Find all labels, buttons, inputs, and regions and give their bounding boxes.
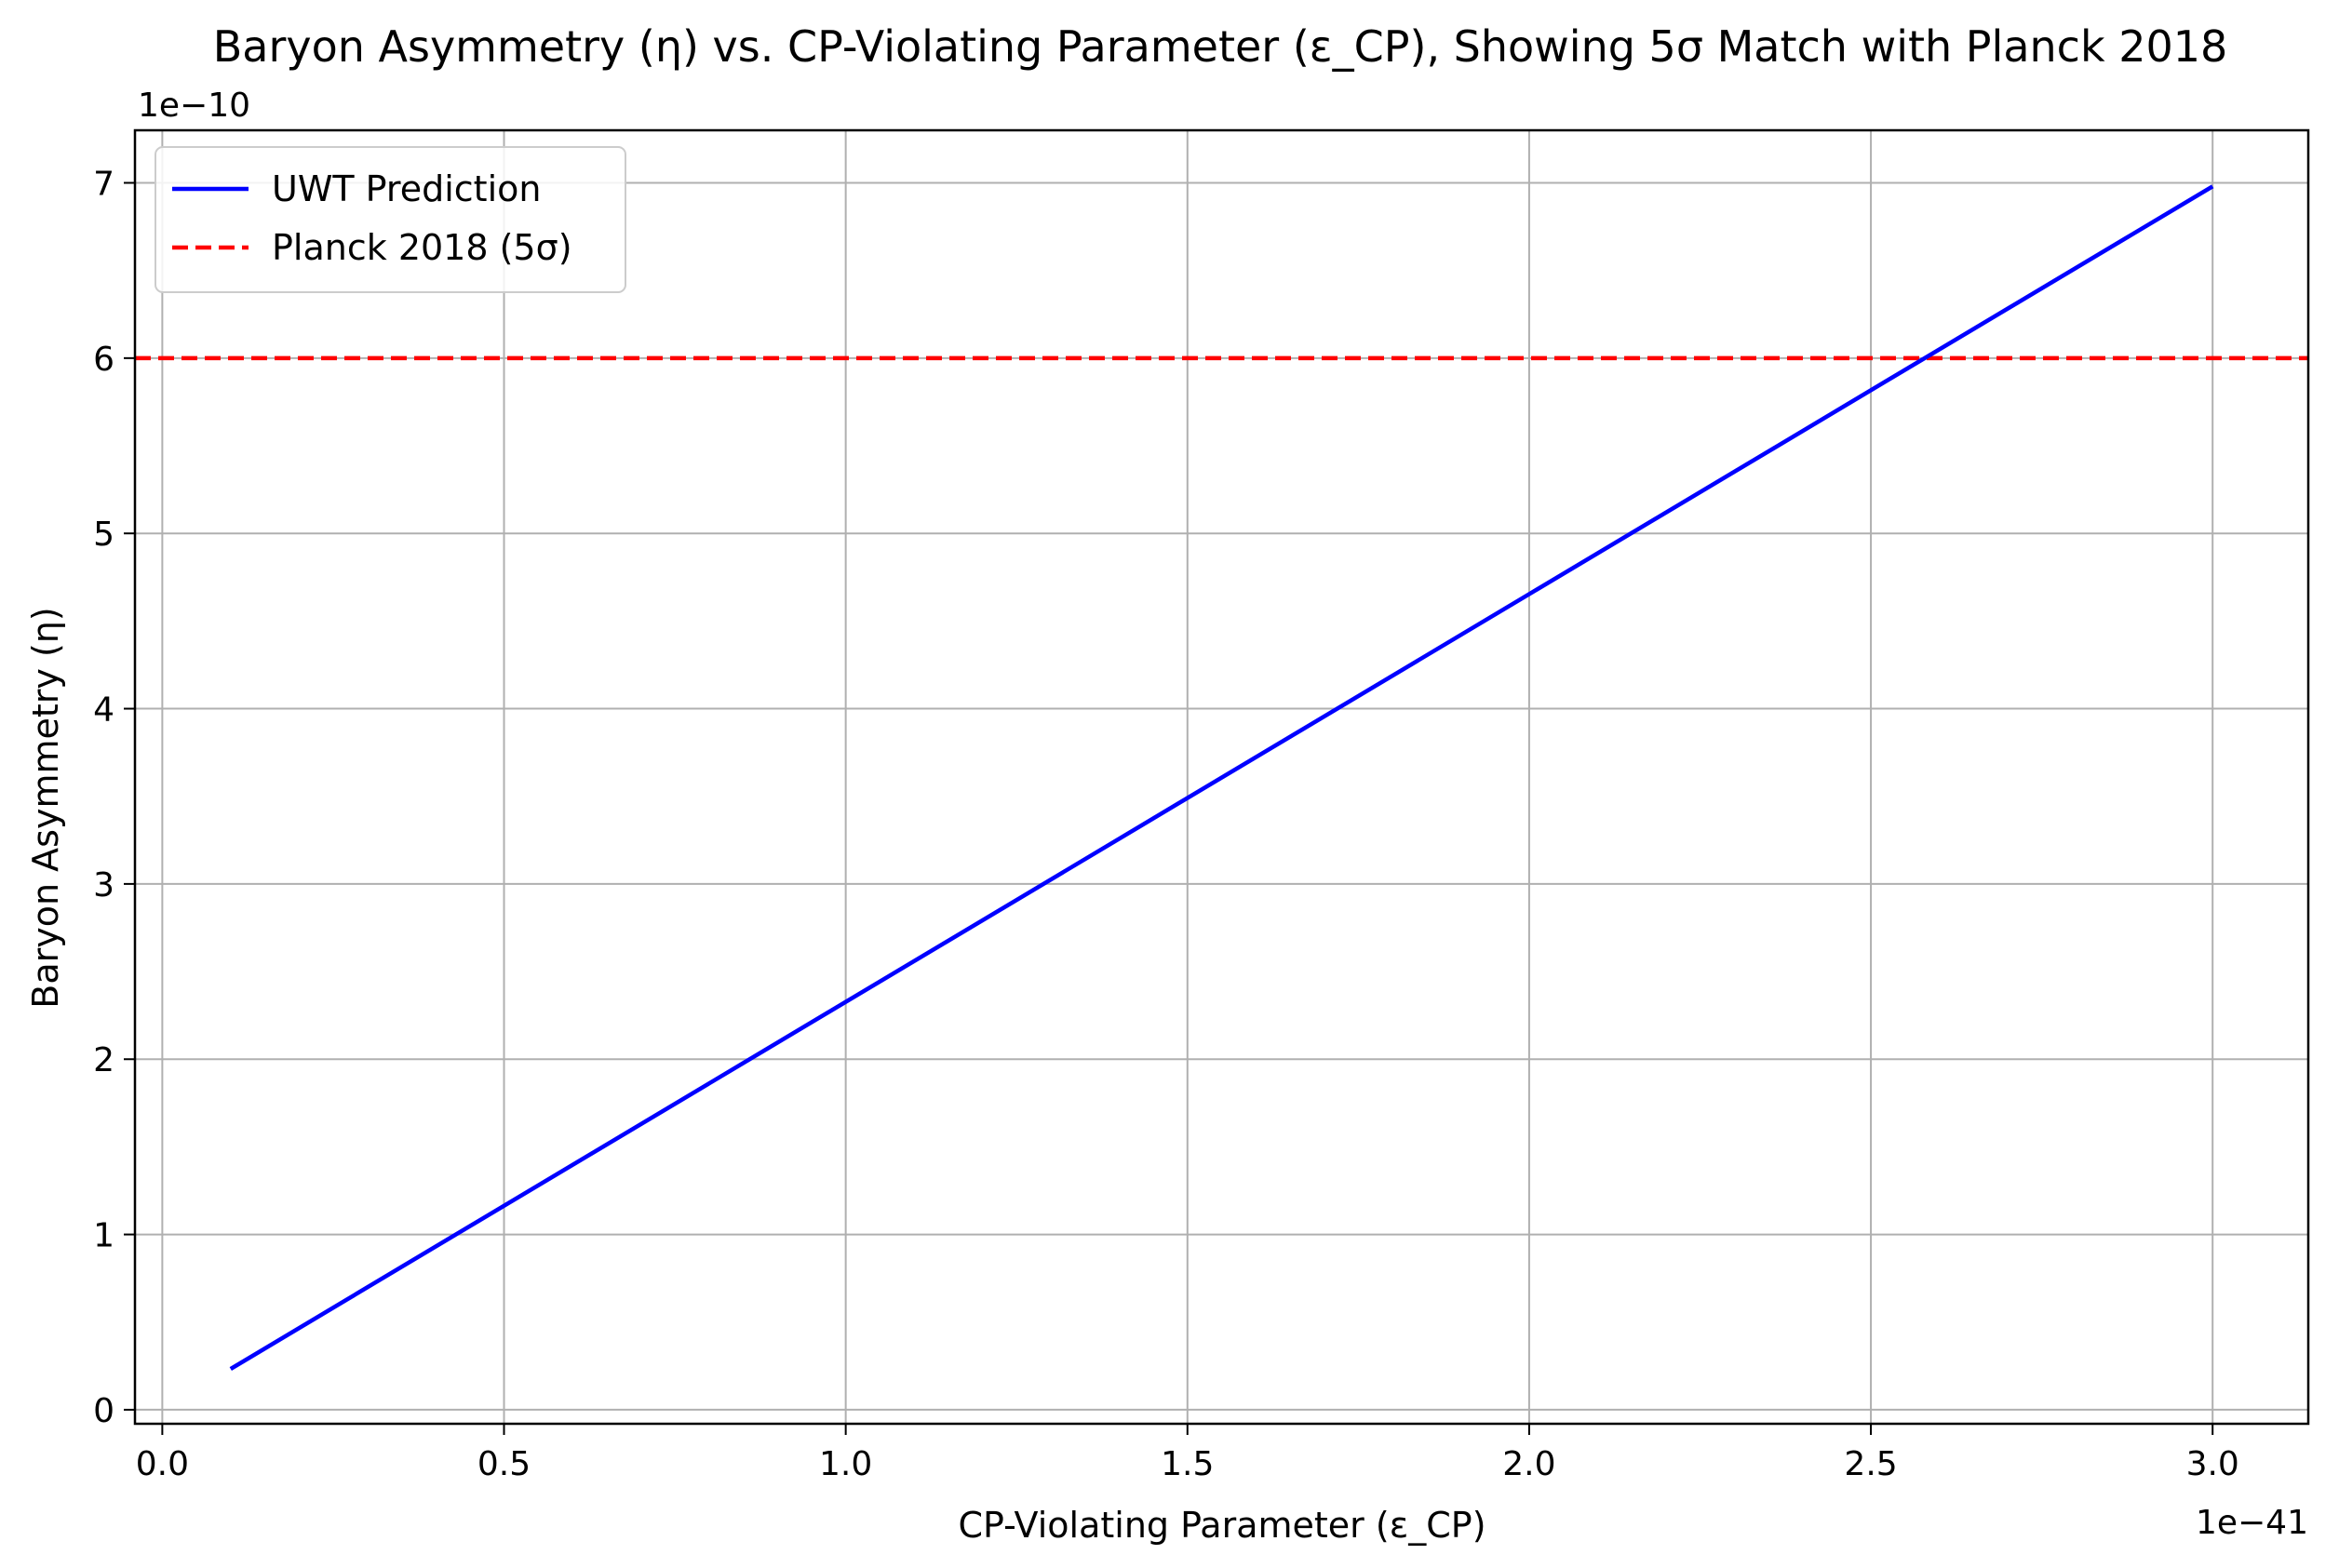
series-lines — [229, 184, 2214, 1371]
grid — [135, 130, 2308, 1424]
y-axis-ticks: 0 1 2 3 4 5 6 7 — [93, 166, 135, 1430]
legend-label: Planck 2018 (5σ) — [272, 227, 572, 268]
x-tick-label: 2.5 — [1844, 1445, 1897, 1483]
legend: UWT Prediction Planck 2018 (5σ) — [155, 146, 626, 293]
y-tick-label: 1 — [93, 1217, 114, 1255]
uwt-prediction-line — [229, 184, 2214, 1371]
chart-title: Baryon Asymmetry (η) vs. CP-Violating Pa… — [213, 21, 2228, 72]
x-tick-label: 2.0 — [1502, 1445, 1555, 1483]
y-axis-label: Baryon Asymmetry (η) — [25, 607, 66, 1008]
x-offset-label: 1e−41 — [2196, 1504, 2308, 1542]
x-axis-label: CP-Violating Parameter (ε_CP) — [958, 1505, 1485, 1546]
y-tick-label: 2 — [93, 1041, 114, 1079]
y-tick-label: 4 — [93, 691, 114, 730]
y-tick-label: 6 — [93, 341, 114, 379]
y-tick-label: 0 — [93, 1392, 114, 1430]
y-tick-label: 7 — [93, 166, 114, 204]
plot-frame — [133, 128, 2310, 1426]
y-tick-label: 5 — [93, 516, 114, 554]
legend-label: UWT Prediction — [272, 168, 541, 209]
x-axis-ticks: 0.0 0.5 1.0 1.5 2.0 2.5 3.0 — [136, 1424, 2239, 1483]
x-tick-label: 1.5 — [1161, 1445, 1214, 1483]
x-tick-label: 3.0 — [2186, 1445, 2239, 1483]
y-offset-label: 1e−10 — [138, 87, 250, 125]
x-tick-label: 0.0 — [136, 1445, 189, 1483]
x-tick-label: 1.0 — [819, 1445, 872, 1483]
y-tick-label: 3 — [93, 866, 114, 905]
x-tick-label: 0.5 — [477, 1445, 531, 1483]
legend-box — [155, 146, 626, 293]
